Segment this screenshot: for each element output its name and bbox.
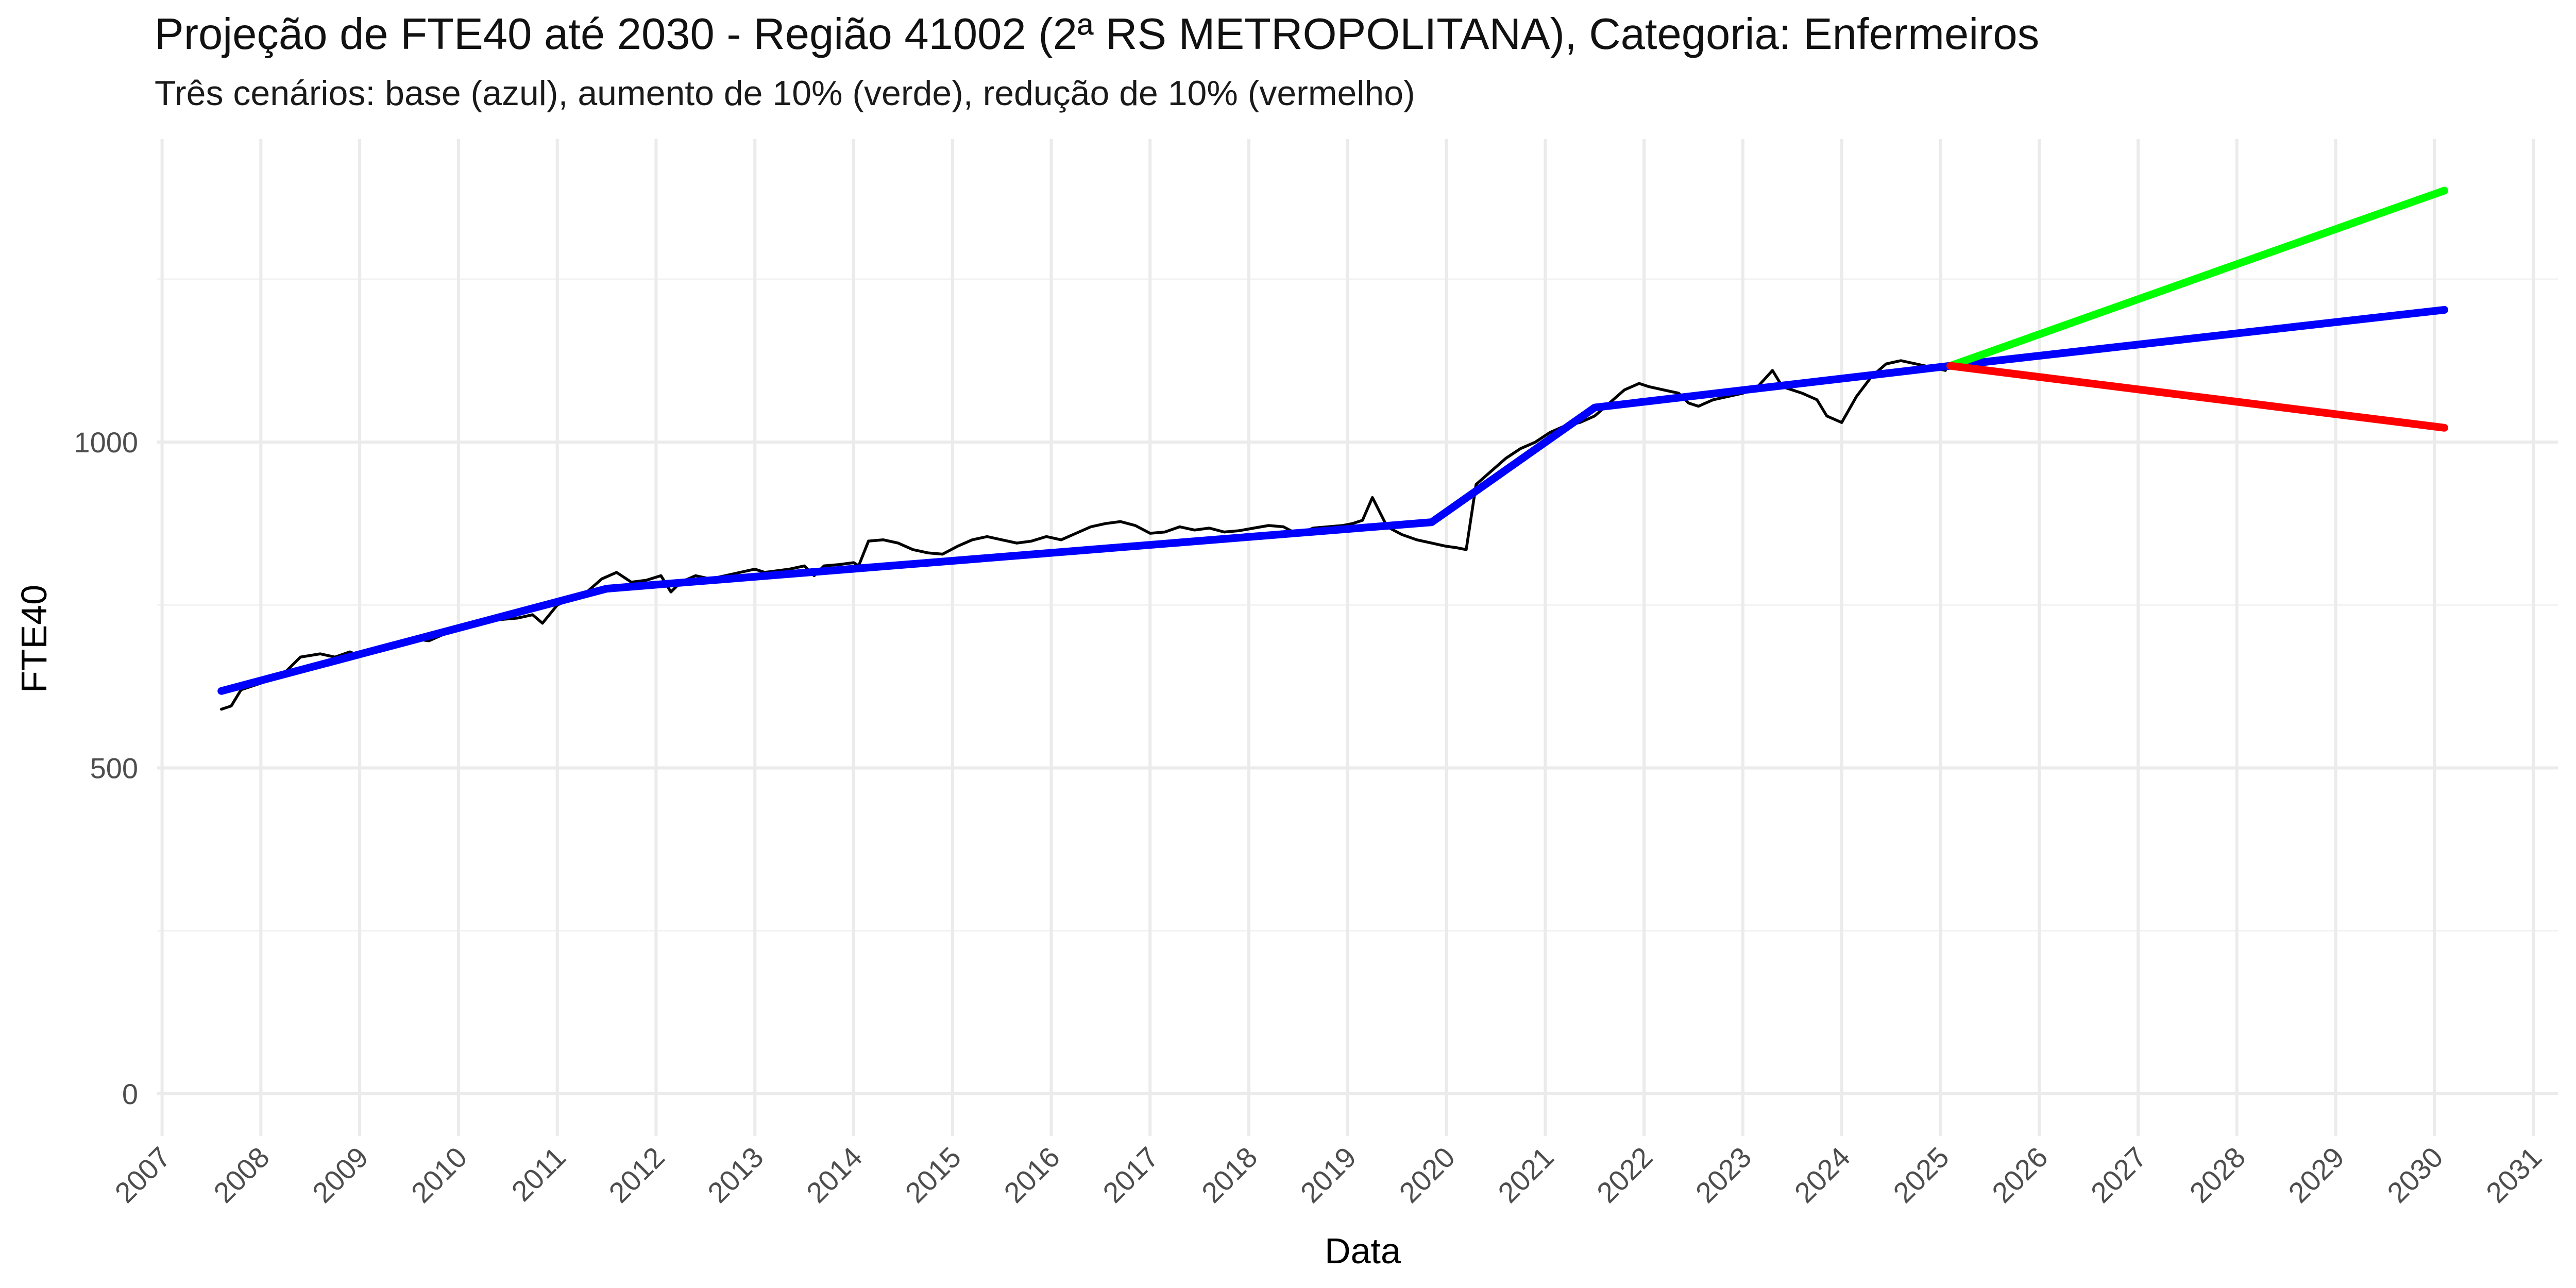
x-tick-label: 2031 — [2480, 1141, 2548, 1209]
x-tick-label: 2010 — [405, 1141, 473, 1209]
x-tick-label: 2020 — [1393, 1141, 1461, 1209]
x-tick-label: 2021 — [1492, 1141, 1560, 1209]
x-tick-label: 2027 — [2084, 1141, 2153, 1209]
x-tick-label: 2007 — [108, 1141, 177, 1209]
x-tick-label: 2029 — [2282, 1141, 2350, 1209]
y-tick-label: 0 — [122, 1078, 138, 1110]
x-tick-label: 2025 — [1887, 1141, 1955, 1209]
base-scenario-line — [217, 306, 2448, 695]
x-tick-label: 2016 — [997, 1141, 1066, 1209]
x-tick-label: 2012 — [602, 1141, 671, 1209]
x-axis-ticks: 2007 2008 2009 2010 2011 2012 2013 2014 2015 2016… — [108, 1141, 2548, 1209]
x-tick-label: 2018 — [1195, 1141, 1264, 1209]
x-tick-label: 2011 — [505, 1141, 572, 1208]
minor-gridlines — [157, 278, 2558, 932]
x-tick-label: 2026 — [1986, 1141, 2054, 1209]
x-tick-label: 2014 — [800, 1141, 869, 1209]
x-tick-label: 2028 — [2183, 1141, 2252, 1209]
decrease-scenario-line — [1946, 362, 2448, 432]
chart-title: Projeção de FTE40 até 2030 - Região 4100… — [155, 10, 2040, 59]
y-tick-label: 500 — [90, 752, 138, 784]
x-tick-label: 2030 — [2381, 1141, 2449, 1209]
x-tick-label: 2022 — [1590, 1141, 1659, 1209]
y-axis-ticks: 0 500 1000 — [74, 426, 138, 1110]
increase-scenario-line — [1946, 187, 2448, 370]
x-tick-label: 2008 — [207, 1141, 276, 1209]
y-axis-title: FTE40 — [14, 585, 54, 693]
major-gridlines — [157, 139, 2558, 1136]
x-axis-title: Data — [1325, 1231, 1401, 1271]
y-tick-label: 1000 — [74, 426, 138, 459]
x-tick-label: 2015 — [899, 1141, 968, 1209]
chart-subtitle: Três cenários: base (azul), aumento de 1… — [155, 74, 1415, 113]
x-tick-label: 2023 — [1689, 1141, 1758, 1209]
x-tick-label: 2019 — [1294, 1141, 1363, 1209]
x-tick-label: 2017 — [1096, 1141, 1165, 1209]
x-tick-label: 2009 — [306, 1141, 375, 1209]
x-tick-label: 2013 — [701, 1141, 770, 1209]
observed-series-line — [219, 359, 1947, 711]
x-tick-label: 2024 — [1788, 1141, 1857, 1209]
series-lines — [217, 187, 2448, 711]
